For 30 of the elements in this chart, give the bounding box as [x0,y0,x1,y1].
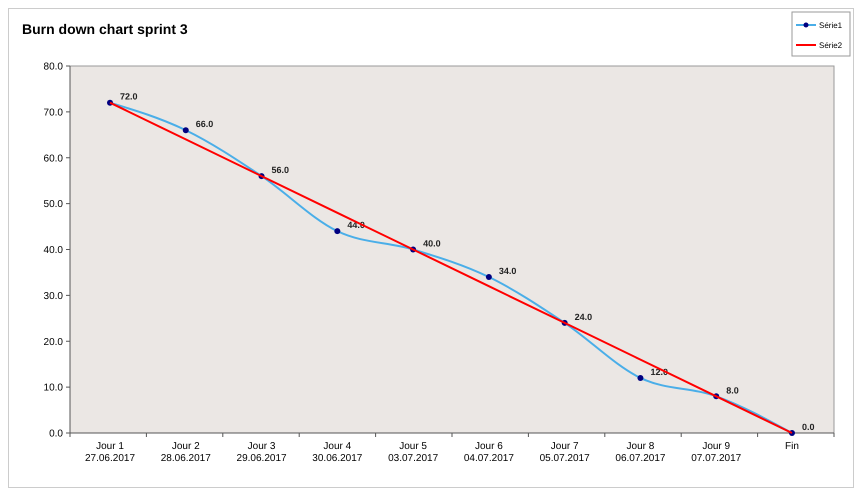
x-tick-label: Jour 8 06.07.2017 [615,441,666,464]
y-tick-label: 50.0 [44,199,64,210]
x-tick-label: Jour 5 03.07.2017 [388,441,439,464]
legend-label: Série2 [819,40,843,50]
y-tick-label: 20.0 [44,336,64,348]
y-tick-label: 0.0 [49,428,64,440]
x-tick-label: Jour 7 05.07.2017 [540,441,590,464]
x-tick-label: Jour 4 30.06.2017 [312,441,363,464]
data-label: 56.0 [272,165,290,176]
data-label: 0.0 [802,422,815,432]
x-tick-label: Jour 2 28.06.2017 [160,441,212,464]
x-tick-label: Jour 3 29.06.2017 [236,441,288,464]
x-tick-label: Jour 9 07.07.2017 [691,441,742,464]
x-tick-label: Jour 1 27.06.2017 [84,441,136,464]
y-tick-label: 70.0 [44,107,64,118]
legend-label: Série1 [819,20,843,30]
y-tick-label: 30.0 [44,290,64,302]
data-label: 72.0 [120,92,138,102]
data-label: 66.0 [196,119,214,130]
data-label: 24.0 [574,312,592,322]
data-label: 40.0 [423,238,441,248]
x-tick-label: Jour 6 04.07.2017 [464,441,514,464]
chart-title: Burn down chart sprint 3 [22,21,188,37]
y-tick-label: 80.0 [44,62,64,72]
y-tick-label: 10.0 [44,382,64,394]
y-tick-label: 40.0 [44,245,64,256]
data-label: 8.0 [726,385,739,396]
data-label: 34.0 [498,266,516,276]
x-tick-label: Fin [785,441,799,452]
y-tick-label: 60.0 [44,153,64,164]
